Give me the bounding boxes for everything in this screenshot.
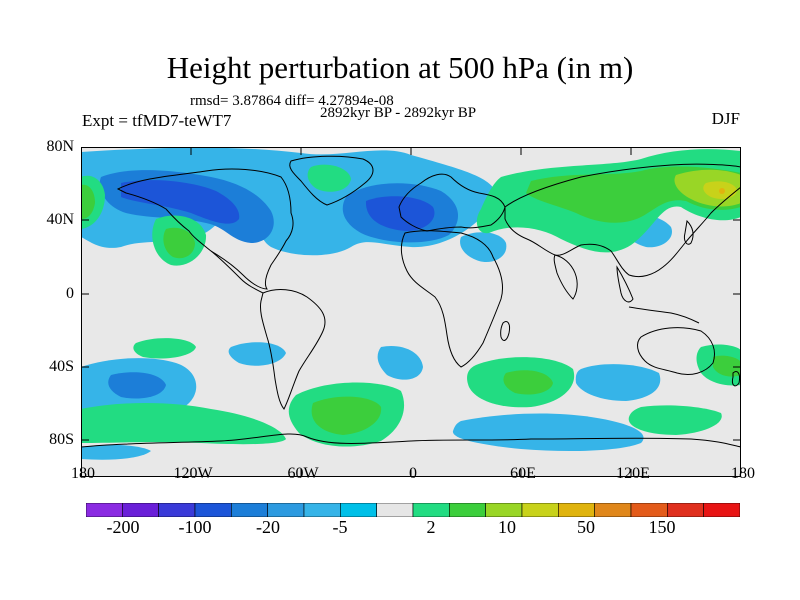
statistics-text: rmsd= 3.87864 diff= 4.27894e-08 xyxy=(190,93,394,109)
colorbar-label: -20 xyxy=(256,517,280,537)
coastlines xyxy=(81,155,741,448)
lon-label-0: 0 xyxy=(409,465,417,482)
contour-field xyxy=(81,444,151,460)
coastline-madagascar xyxy=(500,320,510,341)
map-svg xyxy=(81,147,741,477)
coastline-southeast-asia xyxy=(616,265,634,303)
coastline-indonesia xyxy=(628,306,700,324)
colorbar-swatch xyxy=(412,502,450,518)
contour-field xyxy=(460,232,507,263)
colorbar-swatch xyxy=(231,502,268,518)
colorbar-swatch xyxy=(122,502,159,518)
colorbar-label: -5 xyxy=(332,517,348,537)
colorbar-label: -100 xyxy=(178,517,212,537)
contour-field xyxy=(628,405,722,435)
lat-label-0: 0 xyxy=(66,285,74,302)
contour-field xyxy=(452,413,644,451)
lat-label-40s: 40S xyxy=(49,358,74,375)
colorbar-swatch xyxy=(594,502,632,518)
lon-label-120w: 120W xyxy=(173,465,213,482)
colorbar-swatch xyxy=(630,502,668,518)
coastline-africa xyxy=(400,230,504,368)
lat-label-40n: 40N xyxy=(46,211,74,228)
contour-field xyxy=(307,164,351,192)
lat-label-80s: 80S xyxy=(49,431,74,448)
coastline-central-america xyxy=(210,250,264,294)
colorbar-swatch xyxy=(158,502,196,518)
contour-field xyxy=(163,227,195,259)
lon-label-180e: 180 xyxy=(731,465,755,482)
colorbar-svg xyxy=(85,502,741,518)
coastline-new-zealand xyxy=(732,370,740,387)
page-title: Height perturbation at 500 hPa (in m) xyxy=(166,50,634,85)
colorbar-swatch xyxy=(85,502,123,518)
colorbar-swatch xyxy=(340,502,377,518)
colorbar-label: 2 xyxy=(426,517,436,537)
coastline-india xyxy=(553,254,578,300)
contour-field xyxy=(575,364,661,401)
colorbar xyxy=(85,502,741,518)
contour-field xyxy=(719,188,725,194)
coastline-australia xyxy=(637,327,715,376)
coastline-japan xyxy=(684,219,694,245)
season-label: DJF xyxy=(711,109,740,128)
colorbar-swatch xyxy=(667,502,704,518)
contour-field xyxy=(228,342,286,366)
coastline-greenland xyxy=(289,155,374,206)
contour-field xyxy=(108,372,166,399)
colorbar-swatch xyxy=(194,502,232,518)
contour-field xyxy=(81,403,286,445)
colorbar-swatch xyxy=(703,502,741,518)
colorbar-swatch xyxy=(485,502,523,518)
contour-field xyxy=(503,370,553,395)
experiment-label: Expt = tfMD7-teWT7 xyxy=(82,111,232,130)
coastline-north-america xyxy=(116,168,294,290)
colorbar-label: 150 xyxy=(648,517,676,537)
colorbar-label: -200 xyxy=(106,517,140,537)
lat-label-80n: 80N xyxy=(46,138,74,155)
contour-field xyxy=(377,345,423,380)
contour-field xyxy=(81,184,95,219)
colorbar-swatch xyxy=(376,502,414,518)
lon-label-60w: 60W xyxy=(287,465,319,482)
colorbar-swatch xyxy=(521,502,559,518)
contour-field xyxy=(311,396,382,435)
contour-field xyxy=(133,338,196,359)
lon-label-180w: 180 xyxy=(71,465,95,482)
map-panel xyxy=(81,147,741,477)
lon-label-120e: 120E xyxy=(616,465,650,482)
axis-ticks xyxy=(81,147,741,477)
colorbar-swatch xyxy=(449,502,486,518)
colorbar-swatch xyxy=(267,502,305,518)
coastline-antarctica xyxy=(81,433,741,448)
colorbar-label: 10 xyxy=(498,517,516,537)
contour-fields xyxy=(81,147,741,460)
period-label: 2892kyr BP - 2892kyr BP xyxy=(320,105,477,121)
contour-field xyxy=(121,180,240,224)
colorbar-swatch xyxy=(558,502,595,518)
coastline-south-america xyxy=(260,289,326,410)
lon-label-60e: 60E xyxy=(510,465,536,482)
contour-field xyxy=(713,355,741,377)
colorbar-swatch xyxy=(303,502,341,518)
colorbar-label: 50 xyxy=(577,517,595,537)
